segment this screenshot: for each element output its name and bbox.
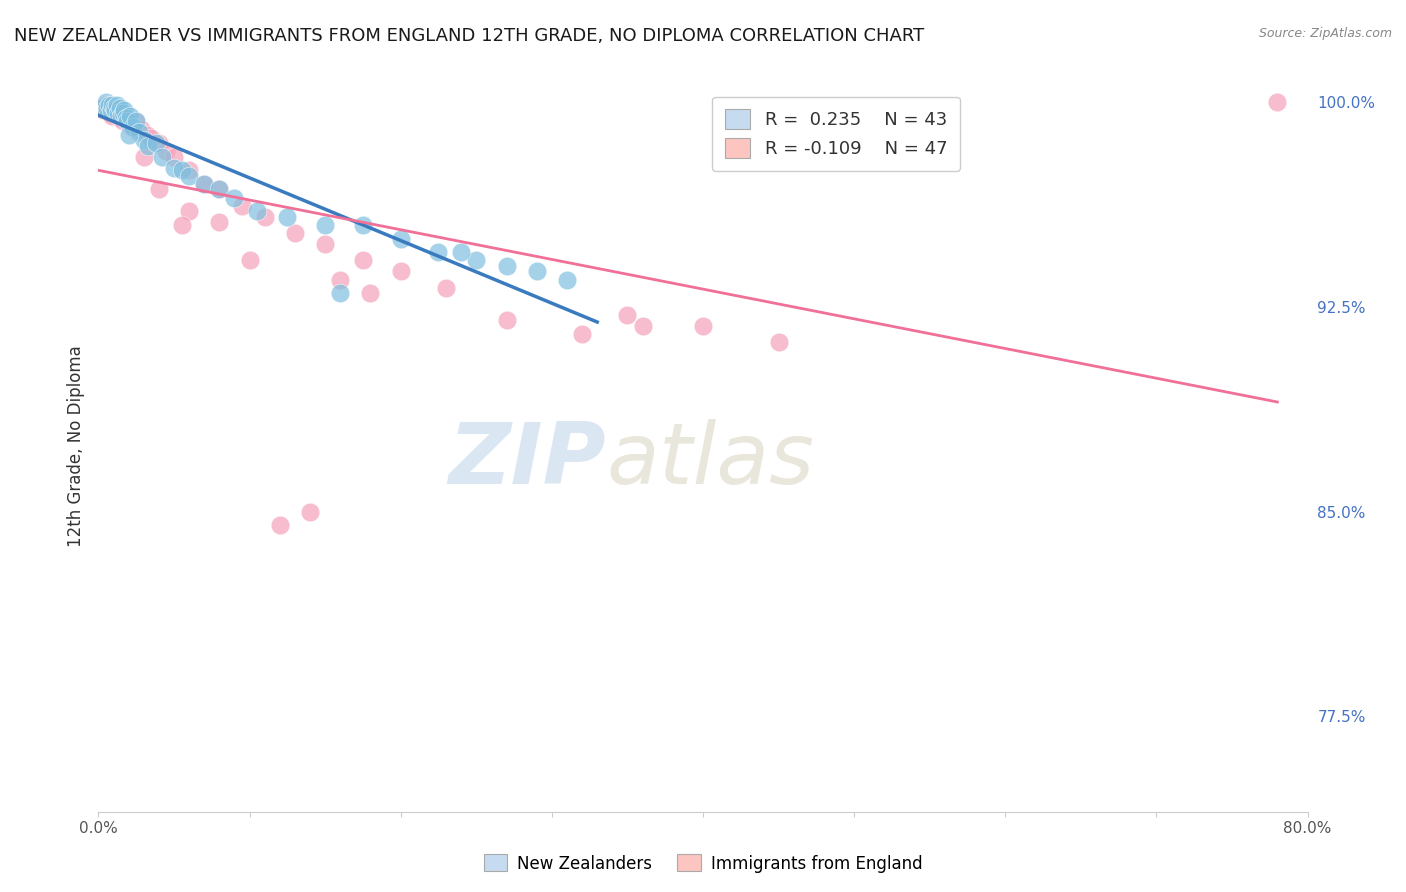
Point	[125, 114, 148, 128]
Point	[135, 128, 157, 142]
Point	[98, 106, 121, 120]
Point	[208, 182, 231, 196]
Point	[114, 112, 136, 126]
Point	[253, 210, 276, 224]
Point	[104, 103, 127, 118]
Y-axis label: 12th Grade, No Diploma: 12th Grade, No Diploma	[66, 345, 84, 547]
Point	[112, 103, 135, 118]
Point	[389, 264, 412, 278]
Point	[495, 313, 517, 327]
Point	[170, 163, 193, 178]
Point	[179, 169, 201, 183]
Point	[105, 103, 128, 118]
Legend: R =  0.235    N = 43, R = -0.109    N = 47: R = 0.235 N = 43, R = -0.109 N = 47	[713, 96, 960, 170]
Point	[105, 98, 128, 112]
Point	[118, 117, 141, 131]
Point	[1267, 95, 1289, 109]
Point	[768, 335, 790, 350]
Point	[120, 109, 142, 123]
Point	[208, 182, 231, 196]
Point	[352, 218, 374, 232]
Point	[132, 133, 155, 147]
Point	[179, 204, 201, 219]
Point	[526, 264, 548, 278]
Point	[103, 101, 125, 115]
Point	[96, 101, 118, 115]
Point	[136, 138, 159, 153]
Point	[276, 210, 298, 224]
Point	[121, 120, 143, 134]
Point	[129, 122, 152, 136]
Point	[450, 245, 472, 260]
Point	[108, 101, 131, 115]
Point	[114, 109, 136, 123]
Point	[692, 318, 714, 333]
Point	[427, 245, 450, 260]
Point	[314, 237, 336, 252]
Point	[208, 215, 231, 229]
Legend: New Zealanders, Immigrants from England: New Zealanders, Immigrants from England	[477, 847, 929, 880]
Point	[314, 218, 336, 232]
Point	[150, 150, 173, 164]
Text: NEW ZEALANDER VS IMMIGRANTS FROM ENGLAND 12TH GRADE, NO DIPLOMA CORRELATION CHAR: NEW ZEALANDER VS IMMIGRANTS FROM ENGLAND…	[14, 27, 924, 45]
Point	[101, 98, 124, 112]
Point	[148, 136, 170, 150]
Point	[269, 518, 291, 533]
Point	[434, 281, 457, 295]
Point	[110, 109, 132, 123]
Point	[128, 125, 150, 139]
Point	[231, 199, 253, 213]
Point	[179, 163, 201, 178]
Point	[91, 103, 114, 118]
Point	[299, 504, 322, 518]
Point	[352, 253, 374, 268]
Text: atlas: atlas	[606, 419, 814, 502]
Text: ZIP: ZIP	[449, 419, 606, 502]
Point	[94, 95, 117, 109]
Point	[125, 114, 148, 128]
Point	[465, 253, 488, 268]
Point	[96, 103, 118, 118]
Point	[100, 103, 122, 118]
Point	[101, 109, 124, 123]
Point	[145, 136, 167, 150]
Point	[122, 120, 145, 134]
Point	[155, 145, 177, 159]
Point	[360, 286, 382, 301]
Point	[163, 150, 186, 164]
Point	[118, 128, 141, 142]
Point	[148, 182, 170, 196]
Point	[170, 218, 193, 232]
Point	[108, 112, 131, 126]
Point	[495, 259, 517, 273]
Point	[239, 253, 262, 268]
Point	[389, 231, 412, 245]
Point	[329, 286, 352, 301]
Point	[111, 106, 134, 120]
Point	[193, 177, 215, 191]
Text: Source: ZipAtlas.com: Source: ZipAtlas.com	[1258, 27, 1392, 40]
Point	[193, 177, 215, 191]
Point	[329, 272, 352, 286]
Point	[631, 318, 654, 333]
Point	[98, 98, 121, 112]
Point	[111, 114, 134, 128]
Point	[107, 106, 129, 120]
Point	[163, 161, 186, 175]
Point	[224, 191, 246, 205]
Point	[616, 308, 638, 322]
Point	[91, 101, 114, 115]
Point	[571, 327, 593, 342]
Point	[132, 150, 155, 164]
Point	[555, 272, 578, 286]
Point	[100, 101, 122, 115]
Point	[246, 204, 269, 219]
Point	[103, 106, 125, 120]
Point	[115, 114, 138, 128]
Point	[284, 226, 307, 240]
Point	[94, 98, 117, 112]
Point	[141, 130, 163, 145]
